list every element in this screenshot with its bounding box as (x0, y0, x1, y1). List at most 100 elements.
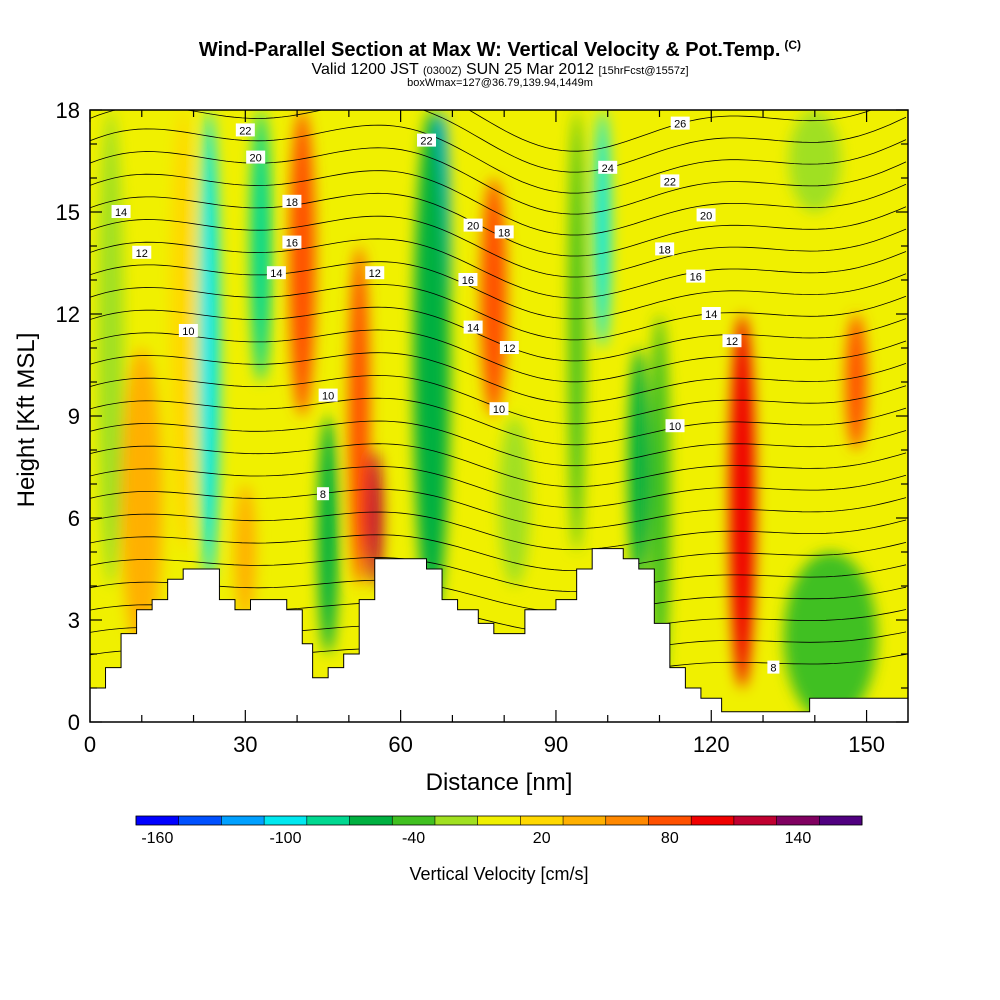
colorbar-swatch-8 (477, 816, 521, 825)
contour-label-20: 22 (664, 176, 676, 188)
contour-label-bg-10 (316, 487, 329, 501)
colorbar-swatch-4 (306, 816, 351, 825)
contour-label-2: 18 (286, 197, 298, 209)
y-tick-label-6: 6 (68, 506, 80, 531)
x-tick-label-120: 120 (693, 732, 730, 757)
x-axis-title: Distance [nm] (426, 769, 573, 796)
contour-label-bg-7 (365, 266, 385, 280)
x-tick-label-30: 30 (233, 732, 257, 757)
theta-contour-line-21 (90, 557, 907, 593)
valid-date: SUN 25 Mar 2012 (465, 61, 595, 78)
contour-label-15: 14 (467, 323, 479, 335)
theta-contour-line-2 (90, 124, 907, 194)
box-info: boxWmax=127@36.79,139.94,1449m (407, 77, 593, 89)
contour-label-bg-25 (722, 334, 742, 348)
colorbar-tick-label-0: -160 (141, 830, 173, 847)
colorbar-swatch-11 (605, 816, 649, 825)
contour-label-25: 12 (726, 336, 738, 348)
contour-label-16: 12 (503, 343, 515, 355)
colorbar-swatch-3 (264, 816, 308, 825)
colorbar-swatch-7 (434, 816, 479, 825)
contour-label-14: 16 (462, 275, 474, 287)
velocity-band-0 (97, 110, 124, 586)
contour-label-bg-18 (598, 160, 618, 174)
contour-label-bg-12 (463, 218, 483, 232)
theta-contour-line-1 (90, 110, 907, 173)
contour-label-23: 16 (690, 272, 702, 284)
contour-label-bg-0 (235, 123, 255, 137)
contour-label-26: 10 (669, 421, 681, 433)
theta-contour-line-15 (90, 420, 907, 467)
colorbar-swatch-15 (776, 816, 820, 825)
contour-label-bg-11 (417, 133, 437, 147)
theta-contour-line-19 (90, 511, 907, 550)
theta-contour-line-20 (90, 534, 907, 571)
contour-label-bg-17 (489, 402, 509, 416)
contour-label-bg-16 (499, 341, 519, 354)
theta-contour-line-4 (90, 170, 907, 236)
velocity-band-22 (788, 110, 841, 212)
y-tick-label-3: 3 (68, 608, 80, 633)
velocity-band-5 (250, 110, 272, 382)
theta-contour-line-12 (90, 352, 907, 404)
velocity-band-11 (413, 110, 450, 620)
contour-label-bg-6 (266, 266, 286, 280)
theta-contour-line-18 (90, 488, 907, 529)
colorbar-tick-label-4: 80 (661, 830, 679, 847)
colorbar-tick-label-2: -40 (402, 830, 425, 847)
valid-utc: (0300Z) (422, 65, 462, 77)
velocity-band-20 (783, 552, 877, 722)
contour-label-0: 22 (239, 125, 251, 137)
velocity-band-6 (289, 110, 316, 416)
contour-label-bg-15 (463, 320, 483, 334)
contour-label-bg-9 (318, 388, 338, 402)
x-tick-label-60: 60 (388, 732, 412, 757)
x-tick-label-150: 150 (848, 732, 885, 757)
contour-label-7: 12 (369, 268, 381, 280)
contour-label-bg-5 (132, 245, 152, 259)
colorbar-tick-label-1: -100 (269, 830, 301, 847)
chart-title-text: Wind-Parallel Section at Max W: Vertical… (198, 39, 781, 61)
contour-label-9: 10 (322, 391, 334, 403)
theta-contour-line-8 (90, 261, 907, 320)
x-tick-label-0: 0 (84, 732, 96, 757)
contour-label-19: 26 (674, 119, 686, 131)
contour-label-bg-14 (458, 273, 478, 286)
contour-label-3: 16 (286, 238, 298, 250)
colorbar-tick-label-3: 20 (533, 830, 551, 847)
contour-label-10: 8 (320, 489, 326, 501)
y-tick-label-9: 9 (68, 404, 80, 429)
theta-contour-line-17 (90, 466, 907, 509)
valid-time: Valid 1200 JST (311, 61, 419, 78)
y-axis-title: Height [Kft MSL] (13, 333, 40, 508)
velocity-band-9 (366, 450, 383, 586)
contour-label-12: 20 (467, 221, 479, 233)
contour-label-bg-8 (178, 324, 198, 337)
colorbar-swatch-16 (819, 816, 863, 825)
velocity-band-21 (845, 314, 867, 450)
theta-contour-line-6 (90, 215, 907, 278)
contour-label-bg-22 (655, 242, 675, 256)
colorbar-swatch-0 (136, 816, 180, 825)
contour-label-24: 14 (705, 309, 717, 321)
velocity-band-15 (594, 110, 611, 348)
y-tick-label-15: 15 (56, 200, 80, 225)
contour-label-bg-3 (282, 235, 302, 249)
theta-contour-line-14 (90, 397, 907, 446)
x-tick-label-90: 90 (544, 732, 568, 757)
contour-label-21: 20 (700, 210, 712, 222)
velocity-band-4 (234, 484, 256, 620)
y-tick-label-18: 18 (56, 98, 80, 123)
colorbar-swatch-5 (349, 816, 393, 825)
contour-label-5: 12 (136, 248, 148, 260)
theta-contour-line-9 (90, 283, 907, 341)
contour-label-11: 22 (420, 136, 432, 148)
contour-label-1: 20 (250, 153, 262, 165)
velocity-band-3 (198, 110, 220, 586)
colorbar-swatch-1 (178, 816, 222, 825)
colorbar-swatch-10 (563, 816, 607, 825)
theta-contour-line-22 (90, 579, 907, 613)
chart-subtitle: Valid 1200 JST (0300Z) SUN 25 Mar 2012 [… (0, 61, 1000, 79)
contour-label-bg-24 (701, 307, 721, 320)
